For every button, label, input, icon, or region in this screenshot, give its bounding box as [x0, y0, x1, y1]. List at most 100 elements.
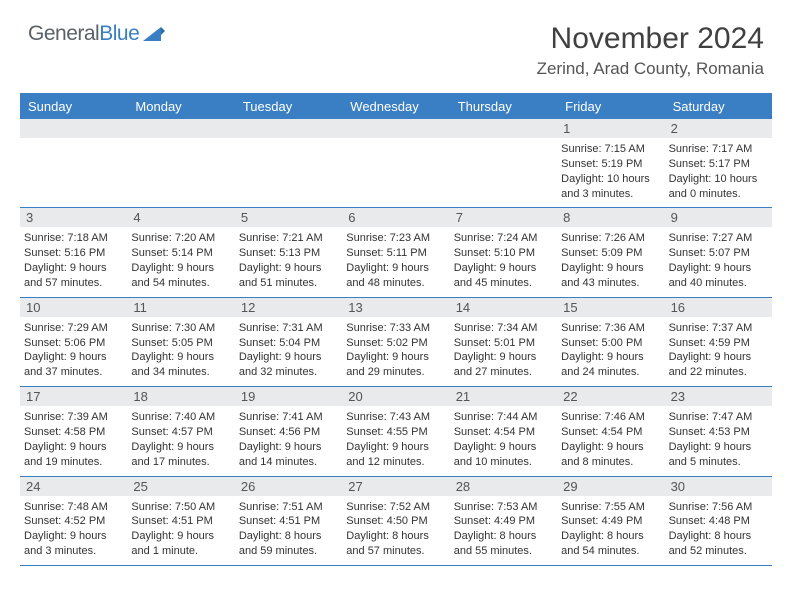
day-details: Sunrise: 7:41 AMSunset: 4:56 PMDaylight:… — [235, 406, 342, 475]
daylight-text: Daylight: 9 hours and 17 minutes. — [131, 440, 230, 470]
sunset-text: Sunset: 4:49 PM — [561, 514, 660, 529]
sunset-text: Sunset: 4:55 PM — [346, 425, 445, 440]
day-details: Sunrise: 7:31 AMSunset: 5:04 PMDaylight:… — [235, 317, 342, 386]
calendar-day-cell: 7Sunrise: 7:24 AMSunset: 5:10 PMDaylight… — [450, 208, 557, 296]
daylight-text: Daylight: 10 hours and 0 minutes. — [669, 172, 768, 202]
calendar-empty-cell — [235, 119, 342, 207]
sunrise-text: Sunrise: 7:55 AM — [561, 500, 660, 515]
sunrise-text: Sunrise: 7:52 AM — [346, 500, 445, 515]
calendar-day-cell: 24Sunrise: 7:48 AMSunset: 4:52 PMDayligh… — [20, 477, 127, 565]
calendar-week-row: 1Sunrise: 7:15 AMSunset: 5:19 PMDaylight… — [20, 119, 772, 208]
day-details: Sunrise: 7:34 AMSunset: 5:01 PMDaylight:… — [450, 317, 557, 386]
weekday-header: Sunday — [20, 95, 127, 119]
calendar-day-cell: 19Sunrise: 7:41 AMSunset: 4:56 PMDayligh… — [235, 387, 342, 475]
calendar-day-cell: 11Sunrise: 7:30 AMSunset: 5:05 PMDayligh… — [127, 298, 234, 386]
sunrise-text: Sunrise: 7:27 AM — [669, 231, 768, 246]
daylight-text: Daylight: 9 hours and 37 minutes. — [24, 350, 123, 380]
calendar-day-cell: 23Sunrise: 7:47 AMSunset: 4:53 PMDayligh… — [665, 387, 772, 475]
daylight-text: Daylight: 9 hours and 32 minutes. — [239, 350, 338, 380]
calendar-day-cell: 14Sunrise: 7:34 AMSunset: 5:01 PMDayligh… — [450, 298, 557, 386]
calendar-day-cell: 22Sunrise: 7:46 AMSunset: 4:54 PMDayligh… — [557, 387, 664, 475]
sunset-text: Sunset: 5:13 PM — [239, 246, 338, 261]
sunset-text: Sunset: 5:17 PM — [669, 157, 768, 172]
sunrise-text: Sunrise: 7:31 AM — [239, 321, 338, 336]
day-number: 13 — [342, 298, 449, 317]
calendar-day-cell: 8Sunrise: 7:26 AMSunset: 5:09 PMDaylight… — [557, 208, 664, 296]
sunrise-text: Sunrise: 7:30 AM — [131, 321, 230, 336]
empty-date-bar — [342, 119, 449, 138]
calendar-day-cell: 25Sunrise: 7:50 AMSunset: 4:51 PMDayligh… — [127, 477, 234, 565]
day-number: 20 — [342, 387, 449, 406]
day-number: 16 — [665, 298, 772, 317]
sunrise-text: Sunrise: 7:56 AM — [669, 500, 768, 515]
day-number: 14 — [450, 298, 557, 317]
title-block: November 2024 Zerind, Arad County, Roman… — [537, 22, 764, 79]
sunrise-text: Sunrise: 7:48 AM — [24, 500, 123, 515]
daylight-text: Daylight: 9 hours and 19 minutes. — [24, 440, 123, 470]
calendar-day-cell: 4Sunrise: 7:20 AMSunset: 5:14 PMDaylight… — [127, 208, 234, 296]
sunrise-text: Sunrise: 7:37 AM — [669, 321, 768, 336]
sunrise-text: Sunrise: 7:20 AM — [131, 231, 230, 246]
sunrise-text: Sunrise: 7:29 AM — [24, 321, 123, 336]
sunset-text: Sunset: 4:59 PM — [669, 336, 768, 351]
day-details: Sunrise: 7:20 AMSunset: 5:14 PMDaylight:… — [127, 227, 234, 296]
calendar-day-cell: 13Sunrise: 7:33 AMSunset: 5:02 PMDayligh… — [342, 298, 449, 386]
sunset-text: Sunset: 5:11 PM — [346, 246, 445, 261]
day-details: Sunrise: 7:24 AMSunset: 5:10 PMDaylight:… — [450, 227, 557, 296]
sunset-text: Sunset: 5:04 PM — [239, 336, 338, 351]
daylight-text: Daylight: 9 hours and 54 minutes. — [131, 261, 230, 291]
day-number: 9 — [665, 208, 772, 227]
sunset-text: Sunset: 4:51 PM — [239, 514, 338, 529]
day-number: 6 — [342, 208, 449, 227]
sunrise-text: Sunrise: 7:34 AM — [454, 321, 553, 336]
daylight-text: Daylight: 9 hours and 22 minutes. — [669, 350, 768, 380]
sunrise-text: Sunrise: 7:36 AM — [561, 321, 660, 336]
logo-text: GeneralBlue — [28, 22, 139, 46]
weekday-header: Tuesday — [235, 95, 342, 119]
day-number: 3 — [20, 208, 127, 227]
day-details: Sunrise: 7:37 AMSunset: 4:59 PMDaylight:… — [665, 317, 772, 386]
calendar-day-cell: 17Sunrise: 7:39 AMSunset: 4:58 PMDayligh… — [20, 387, 127, 475]
day-number: 12 — [235, 298, 342, 317]
sunset-text: Sunset: 5:07 PM — [669, 246, 768, 261]
day-number: 15 — [557, 298, 664, 317]
day-details: Sunrise: 7:52 AMSunset: 4:50 PMDaylight:… — [342, 496, 449, 565]
day-details: Sunrise: 7:46 AMSunset: 4:54 PMDaylight:… — [557, 406, 664, 475]
logo-triangle-icon — [143, 25, 165, 46]
sunrise-text: Sunrise: 7:47 AM — [669, 410, 768, 425]
day-details: Sunrise: 7:33 AMSunset: 5:02 PMDaylight:… — [342, 317, 449, 386]
day-details: Sunrise: 7:55 AMSunset: 4:49 PMDaylight:… — [557, 496, 664, 565]
day-details: Sunrise: 7:39 AMSunset: 4:58 PMDaylight:… — [20, 406, 127, 475]
daylight-text: Daylight: 8 hours and 52 minutes. — [669, 529, 768, 559]
header: GeneralBlue November 2024 Zerind, Arad C… — [0, 0, 792, 87]
calendar-day-cell: 20Sunrise: 7:43 AMSunset: 4:55 PMDayligh… — [342, 387, 449, 475]
day-details: Sunrise: 7:15 AMSunset: 5:19 PMDaylight:… — [557, 138, 664, 207]
day-number: 25 — [127, 477, 234, 496]
calendar-week-row: 3Sunrise: 7:18 AMSunset: 5:16 PMDaylight… — [20, 208, 772, 297]
day-details: Sunrise: 7:43 AMSunset: 4:55 PMDaylight:… — [342, 406, 449, 475]
calendar-day-cell: 28Sunrise: 7:53 AMSunset: 4:49 PMDayligh… — [450, 477, 557, 565]
sunrise-text: Sunrise: 7:43 AM — [346, 410, 445, 425]
calendar-day-cell: 6Sunrise: 7:23 AMSunset: 5:11 PMDaylight… — [342, 208, 449, 296]
daylight-text: Daylight: 9 hours and 45 minutes. — [454, 261, 553, 291]
daylight-text: Daylight: 8 hours and 54 minutes. — [561, 529, 660, 559]
sunset-text: Sunset: 4:57 PM — [131, 425, 230, 440]
day-number: 10 — [20, 298, 127, 317]
calendar-week-row: 24Sunrise: 7:48 AMSunset: 4:52 PMDayligh… — [20, 477, 772, 566]
logo-part1: General — [28, 22, 99, 45]
sunset-text: Sunset: 4:52 PM — [24, 514, 123, 529]
sunrise-text: Sunrise: 7:33 AM — [346, 321, 445, 336]
sunset-text: Sunset: 5:09 PM — [561, 246, 660, 261]
sunset-text: Sunset: 4:58 PM — [24, 425, 123, 440]
calendar-day-cell: 21Sunrise: 7:44 AMSunset: 4:54 PMDayligh… — [450, 387, 557, 475]
daylight-text: Daylight: 9 hours and 27 minutes. — [454, 350, 553, 380]
day-number: 4 — [127, 208, 234, 227]
daylight-text: Daylight: 8 hours and 55 minutes. — [454, 529, 553, 559]
weekday-header: Thursday — [450, 95, 557, 119]
day-details: Sunrise: 7:27 AMSunset: 5:07 PMDaylight:… — [665, 227, 772, 296]
day-details: Sunrise: 7:56 AMSunset: 4:48 PMDaylight:… — [665, 496, 772, 565]
day-details: Sunrise: 7:53 AMSunset: 4:49 PMDaylight:… — [450, 496, 557, 565]
day-details: Sunrise: 7:29 AMSunset: 5:06 PMDaylight:… — [20, 317, 127, 386]
sunrise-text: Sunrise: 7:17 AM — [669, 142, 768, 157]
weekday-header: Friday — [557, 95, 664, 119]
